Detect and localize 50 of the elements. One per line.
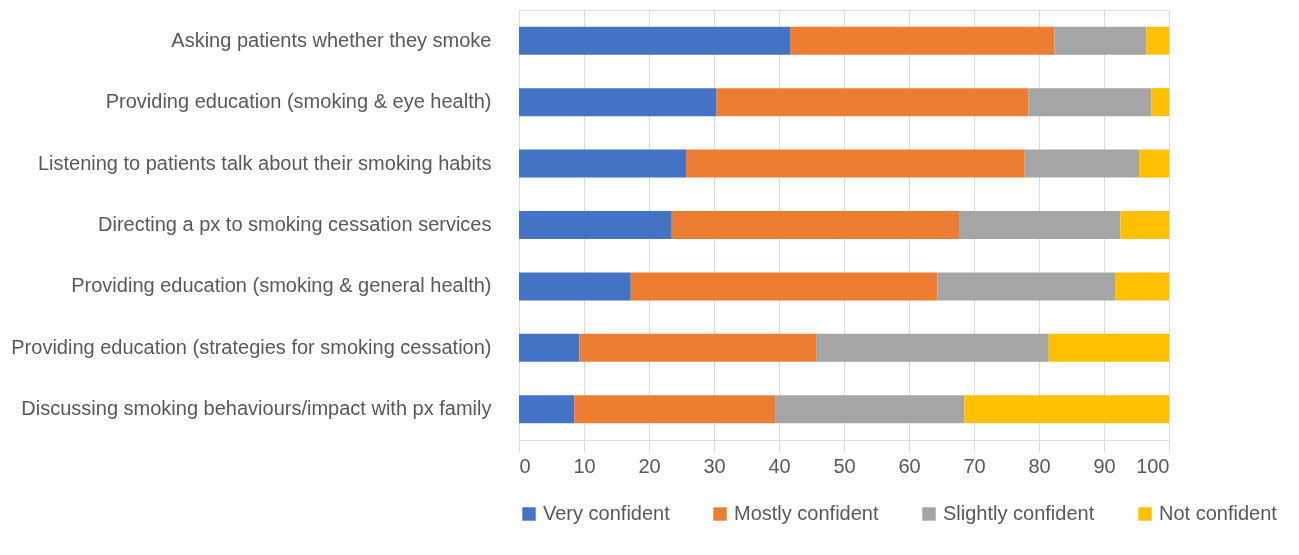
bar — [1115, 272, 1169, 301]
bar — [1146, 26, 1169, 55]
bar — [519, 395, 575, 424]
x-tick-label: 30 — [703, 454, 726, 477]
bar — [519, 149, 687, 178]
bar — [519, 333, 580, 362]
bar — [1028, 88, 1152, 117]
y-tick-label: Providing education (smoking & eye health) — [105, 90, 492, 113]
x-tick-label: 10 — [573, 454, 596, 477]
x-tick-label: 90 — [1093, 454, 1116, 477]
bar — [775, 395, 965, 424]
bar — [1054, 26, 1147, 55]
legend-label: Not confident — [1159, 502, 1278, 524]
y-tick-label: Providing education (strategies for smoking cessation) — [11, 335, 492, 358]
bar — [964, 395, 1169, 424]
bar — [519, 88, 717, 117]
x-tick-label: 60 — [898, 454, 921, 477]
x-tick-label: 0 — [519, 454, 531, 477]
bar — [1120, 211, 1169, 239]
y-tick-label: Asking patients whether they smoke — [171, 28, 492, 51]
bar — [816, 333, 1049, 362]
y-tick-label: Directing a px to smoking cessation services — [98, 213, 492, 235]
y-tick-label: Discussing smoking behaviours/impact with px family — [21, 397, 492, 420]
x-tick-label: 70 — [963, 454, 986, 477]
bar — [1024, 149, 1140, 178]
bar — [519, 211, 672, 239]
y-tick-label: Providing education (smoking & general health) — [71, 274, 492, 297]
bar — [574, 395, 776, 424]
bar — [519, 272, 631, 301]
bar — [579, 333, 817, 362]
bar — [959, 211, 1121, 239]
legend-label: Mostly confident — [734, 502, 879, 524]
x-tick-label: 50 — [833, 454, 856, 477]
x-tick-label: 40 — [768, 454, 791, 477]
x-tick-label: 80 — [1028, 454, 1051, 477]
bar — [630, 272, 938, 301]
bar — [790, 26, 1055, 55]
bar — [1139, 149, 1169, 178]
x-tick-label: 100 — [1136, 454, 1170, 477]
bar — [671, 211, 960, 239]
bar — [1048, 333, 1169, 362]
bar — [937, 272, 1116, 301]
bar — [1151, 88, 1169, 117]
y-tick-label: Listening to patients talk about their smoking habits — [37, 151, 492, 174]
x-tick-label: 20 — [638, 454, 661, 477]
legend-label: Slightly confident — [943, 502, 1095, 524]
bar — [716, 88, 1029, 117]
legend-label: Very confident — [543, 502, 671, 524]
bar — [686, 149, 1025, 178]
bar — [519, 26, 791, 55]
